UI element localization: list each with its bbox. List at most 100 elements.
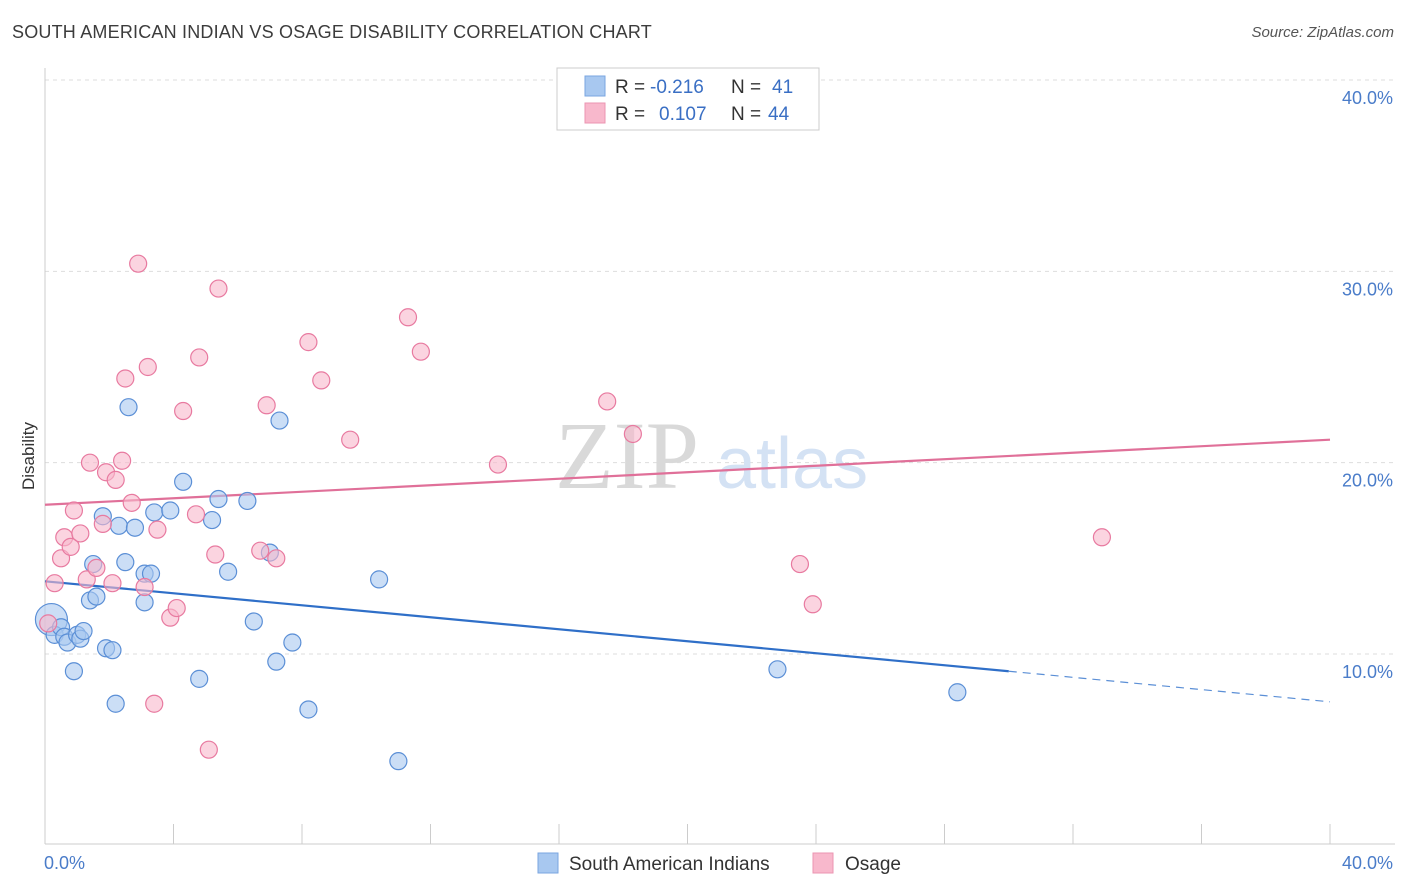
point-osage	[209, 279, 228, 298]
point-south-american-indians	[948, 683, 967, 702]
point-osage	[341, 430, 360, 449]
trend-line-south-american-indians	[44, 580, 1009, 673]
point-south-american-indians	[106, 694, 125, 713]
point-osage	[87, 558, 106, 578]
point-osage	[148, 520, 167, 539]
point-osage	[206, 545, 225, 564]
point-south-american-indians	[174, 472, 193, 491]
legend-r-value-2: 0.107	[659, 104, 707, 125]
point-south-american-indians	[299, 700, 318, 719]
point-osage	[299, 333, 318, 352]
point-south-american-indians	[145, 503, 164, 522]
watermark: ZIP atlas	[555, 402, 868, 509]
bottom-legend-swatch-south-american-indians	[537, 852, 559, 874]
point-osage	[411, 342, 430, 361]
series-legend: South American Indians Osage	[537, 852, 901, 875]
point-south-american-indians	[64, 662, 84, 681]
point-south-american-indians	[244, 612, 263, 631]
chart-title: SOUTH AMERICAN INDIAN VS OSAGE DISABILIT…	[12, 22, 652, 42]
y-axis-title: Disability	[19, 421, 38, 490]
point-osage	[145, 694, 164, 713]
legend-n-value-1: 41	[772, 77, 793, 98]
point-south-american-indians	[87, 587, 106, 606]
point-osage	[790, 554, 810, 574]
point-south-american-indians	[283, 633, 302, 652]
legend-r-label-1: R =	[615, 77, 645, 98]
point-south-american-indians	[270, 411, 289, 430]
point-osage	[71, 524, 90, 543]
point-south-american-indians	[119, 398, 138, 417]
point-south-american-indians	[161, 501, 180, 520]
point-osage	[45, 574, 64, 593]
point-south-american-indians	[389, 752, 408, 771]
point-osage	[1092, 528, 1112, 547]
legend-n-label-2: N =	[731, 104, 761, 125]
point-osage	[138, 357, 157, 377]
point-osage	[174, 401, 193, 421]
point-south-american-indians	[219, 562, 238, 581]
point-osage	[93, 514, 112, 533]
grid-lines	[45, 79, 1395, 655]
trend-line-south-american-indians-extension	[1008, 670, 1331, 703]
source-credit: Source: ZipAtlas.com	[1251, 24, 1394, 41]
axes	[44, 68, 1395, 845]
point-osage	[116, 369, 135, 388]
y-tick-label-10: 10.0%	[1342, 662, 1393, 682]
point-south-american-indians	[768, 660, 787, 679]
point-south-american-indians	[370, 570, 389, 589]
point-south-american-indians	[202, 510, 222, 530]
data-points	[34, 254, 1112, 771]
point-osage	[488, 455, 508, 474]
point-osage	[103, 574, 122, 593]
legend-n-value-2: 44	[768, 104, 790, 125]
point-osage	[64, 501, 84, 520]
point-osage	[129, 254, 148, 273]
trend-lines	[44, 438, 1331, 703]
point-south-american-indians	[209, 489, 228, 509]
point-osage	[803, 595, 822, 614]
bottom-legend-label-osage: Osage	[845, 854, 901, 875]
point-south-american-indians	[135, 593, 154, 612]
point-osage	[312, 371, 331, 390]
y-tick-label-30: 30.0%	[1342, 279, 1393, 299]
point-osage	[598, 392, 617, 411]
point-osage	[267, 549, 286, 568]
point-osage	[251, 541, 270, 560]
bottom-legend-swatch-osage	[812, 852, 834, 874]
point-osage	[167, 598, 186, 618]
point-south-american-indians	[109, 516, 128, 535]
point-south-american-indians	[103, 641, 122, 660]
x-tick-label-max: 40.0%	[1342, 853, 1393, 873]
legend-r-label-2: R =	[615, 104, 645, 125]
x-tick-labels: 0.0% 40.0%	[44, 853, 1393, 873]
point-osage	[623, 424, 642, 444]
bottom-legend-label-south-american-indians: South American Indians	[569, 854, 770, 875]
point-osage	[122, 493, 141, 512]
point-osage	[186, 505, 206, 524]
legend-n-label-1: N =	[731, 77, 761, 98]
point-osage	[39, 614, 58, 633]
x-tick-label-min: 0.0%	[44, 853, 85, 873]
point-south-american-indians	[116, 553, 135, 572]
point-osage	[80, 453, 100, 472]
point-osage	[199, 740, 218, 759]
legend-swatch-south-american-indians	[584, 75, 606, 97]
point-osage	[106, 470, 125, 489]
point-south-american-indians	[267, 652, 286, 671]
y-tick-label-40: 40.0%	[1342, 88, 1393, 108]
legend-swatch-osage	[584, 102, 606, 124]
point-osage	[257, 396, 276, 415]
point-osage	[190, 348, 209, 367]
point-osage	[112, 451, 132, 470]
point-osage	[135, 577, 154, 597]
point-south-american-indians	[190, 669, 209, 688]
point-south-american-indians	[74, 621, 93, 641]
y-tick-labels: 10.0% 20.0% 30.0% 40.0%	[1342, 88, 1393, 682]
watermark-zip: ZIP	[555, 402, 699, 509]
y-tick-label-20: 20.0%	[1342, 471, 1393, 491]
point-osage	[61, 537, 80, 556]
point-south-american-indians	[125, 518, 145, 537]
trend-line-osage	[44, 438, 1331, 506]
point-osage	[398, 308, 418, 327]
